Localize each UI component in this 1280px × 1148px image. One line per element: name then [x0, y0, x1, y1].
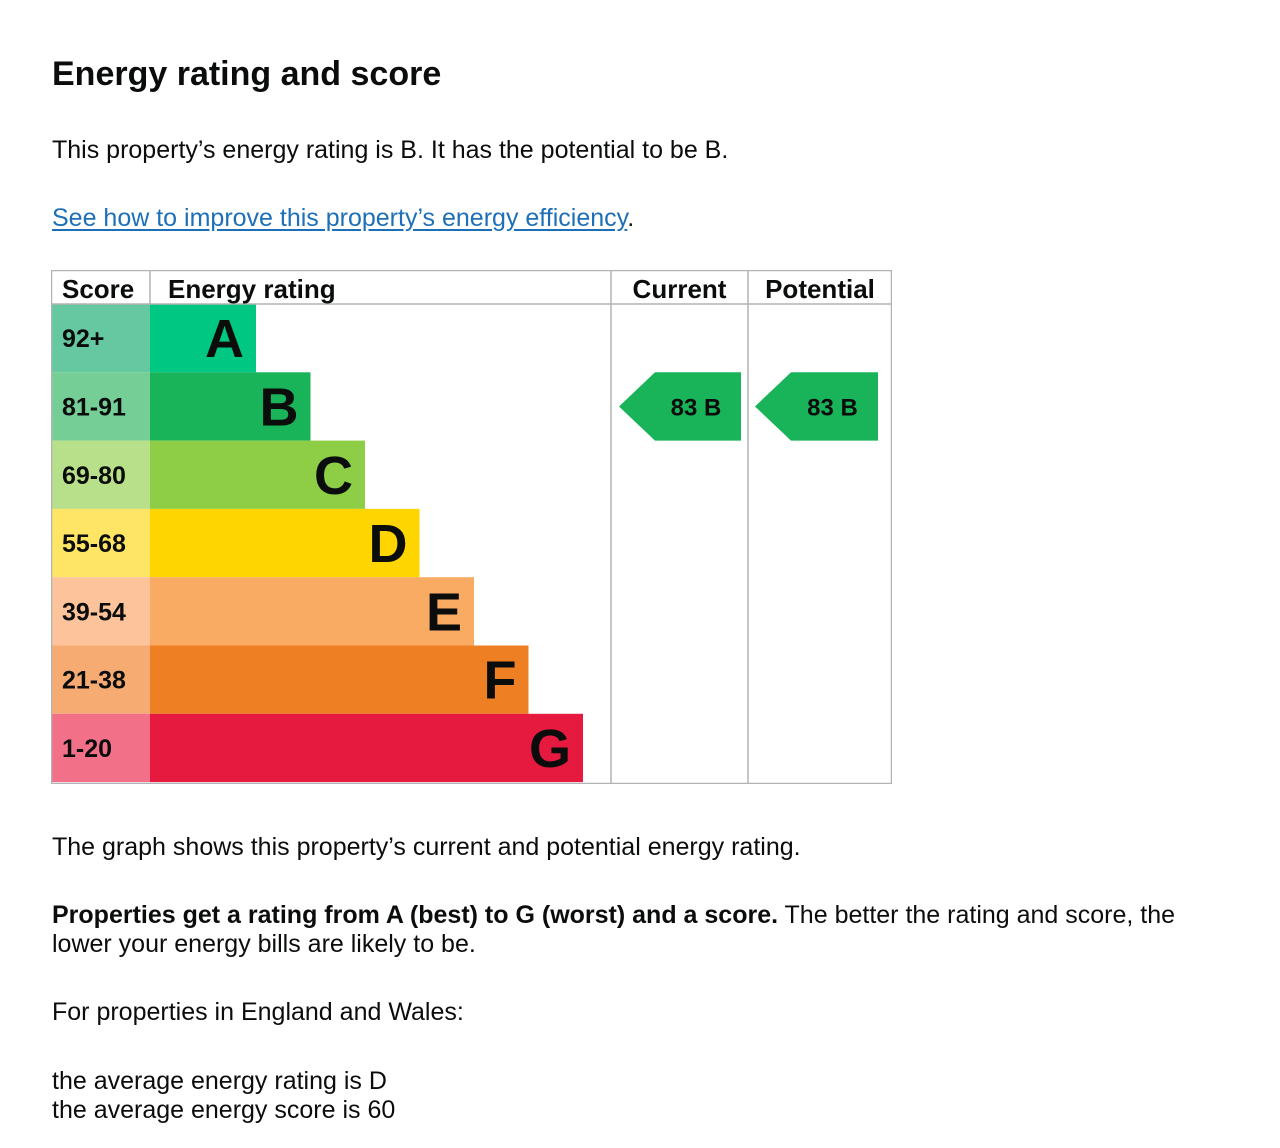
- chart-border: [51, 270, 892, 784]
- rating-bar-e: [150, 577, 474, 646]
- improve-efficiency-link[interactable]: See how to improve this property’s energ…: [52, 204, 628, 232]
- rating-letter: D: [369, 514, 408, 574]
- rating-letter: F: [484, 651, 517, 711]
- energy-rating-chart: 92+ A 81-91 B 69-80 C 55-68 D 39-54 E 21-38 F 1-20 G S…: [51, 270, 892, 784]
- rating-letter: A: [205, 309, 244, 369]
- average-rating: the average energy rating is D: [52, 1067, 387, 1095]
- score-label: 81-91: [62, 393, 126, 421]
- score-label: 39-54: [62, 598, 126, 626]
- improve-paragraph: See how to improve this property’s energ…: [52, 204, 634, 233]
- score-cell: [51, 508, 150, 578]
- score-cell: [51, 304, 150, 373]
- average-score: the average energy score is 60: [52, 1096, 396, 1124]
- rating-bar-f: [150, 645, 529, 714]
- rating-bar-c: [150, 440, 365, 509]
- rating-explanation-text: The better the rating and score, the: [778, 901, 1176, 929]
- score-label: 55-68: [62, 530, 126, 558]
- rating-letter: C: [314, 446, 353, 506]
- score-cell: [51, 577, 150, 646]
- rating-letter: B: [260, 377, 299, 437]
- energy-rating-graph: 92+ A 81-91 B 69-80 C 55-68 D 39-54 E 21-38 F 1-20 G S…: [51, 270, 892, 784]
- header-score: Score: [62, 274, 134, 304]
- improve-link-suffix: .: [627, 204, 635, 232]
- graph-caption: The graph shows this property’s current …: [52, 833, 801, 861]
- region-intro: For properties in England and Wales:: [52, 998, 464, 1026]
- score-label: 1-20: [62, 735, 112, 763]
- score-cell: [51, 440, 150, 509]
- potential-arrow: [755, 372, 878, 441]
- rating-explanation: Properties get a rating from A (best) to…: [52, 901, 1242, 959]
- rating-summary: This property’s energy rating is B. It h…: [52, 136, 729, 164]
- header-current: Current: [633, 274, 727, 304]
- score-label: 92+: [62, 325, 104, 353]
- rating-letter: E: [426, 582, 462, 642]
- score-cell: [51, 713, 150, 783]
- score-cell: [51, 372, 150, 441]
- score-cell: [51, 645, 150, 714]
- rating-explanation-bold: Properties get a rating from A (best) to…: [52, 901, 779, 929]
- rating-explanation-text-2: lower your energy bills are likely to be…: [52, 930, 476, 958]
- potential-arrow-label: 83 B: [807, 394, 858, 421]
- current-arrow-label: 83 B: [671, 394, 722, 421]
- header-energy-rating: Energy rating: [168, 274, 336, 304]
- score-label: 21-38: [62, 667, 126, 695]
- rating-bar-g: [150, 713, 583, 783]
- score-label: 69-80: [62, 462, 126, 490]
- header-potential: Potential: [765, 274, 875, 304]
- page-title: Energy rating and score: [52, 55, 442, 93]
- rating-bar-b: [150, 372, 311, 441]
- current-arrow: [619, 372, 741, 441]
- rating-bar-d: [150, 508, 420, 578]
- rating-letter: G: [529, 719, 571, 779]
- rating-bar-a: [150, 304, 256, 373]
